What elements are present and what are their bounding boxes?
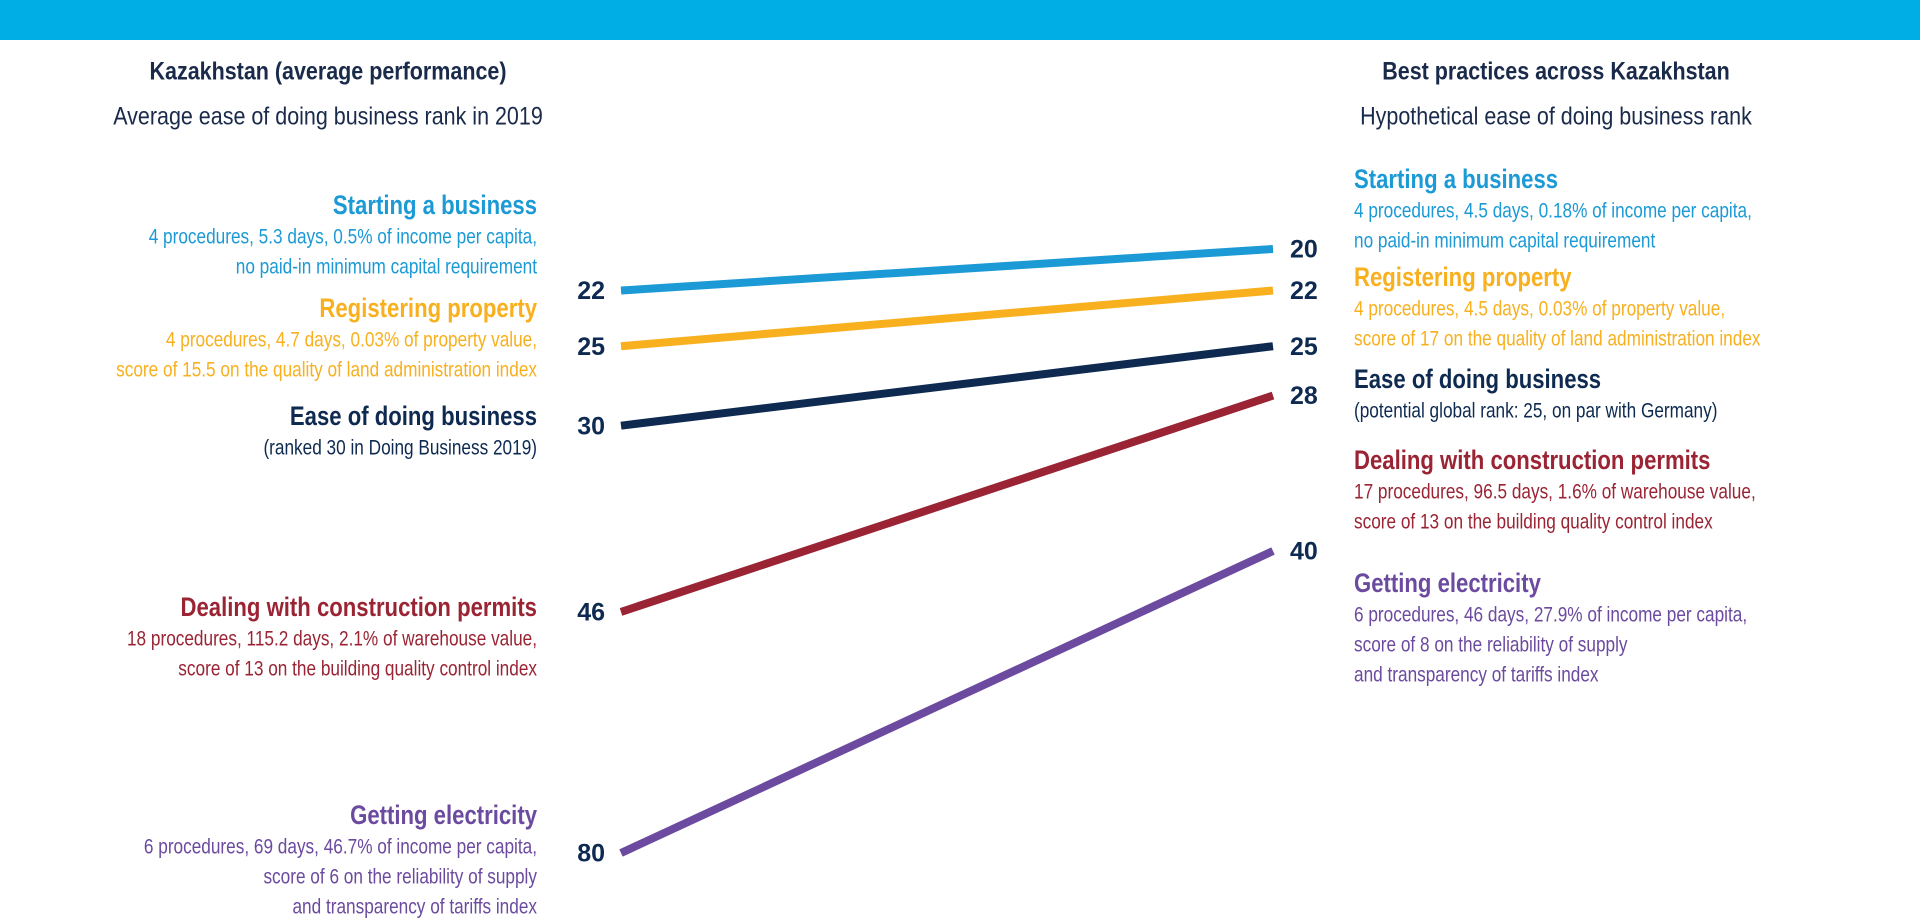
right-label: Getting electricity 6 procedures, 46 days… [1354, 569, 1747, 687]
left-label-line: 18 procedures, 115.2 days, 2.1% of wareh… [127, 628, 537, 651]
right-label: Registering property 4 procedures, 4.5 da… [1354, 263, 1761, 351]
left-rank: 22 [577, 277, 605, 305]
left-label: Starting a business 4 procedures, 5.3 day… [149, 191, 538, 279]
left-label-line: 4 procedures, 5.3 days, 0.5% of income p… [149, 226, 537, 249]
left-rank: 46 [577, 599, 605, 627]
right-label-line: (potential global rank: 25, on par with … [1354, 400, 1717, 423]
right-label-line: no paid-in minimum capital requirement [1354, 230, 1656, 253]
left-header: Kazakhstan (average performance) Average… [113, 57, 543, 130]
slope-line [620, 342, 1274, 430]
left-rank: 80 [577, 840, 605, 868]
right-header-title: Best practices across Kazakhstan [1382, 57, 1729, 85]
right-label-line: and transparency of tariffs index [1354, 664, 1599, 687]
right-header: Best practices across Kazakhstan Hypothe… [1360, 57, 1752, 130]
right-label-title: Registering property [1354, 263, 1572, 293]
left-label-title: Registering property [319, 294, 537, 324]
right-label: Dealing with construction permits 17 proc… [1354, 446, 1756, 534]
left-label-line: and transparency of tariffs index [292, 896, 537, 919]
right-label-title: Dealing with construction permits [1354, 446, 1710, 476]
right-label-line: score of 17 on the quality of land admin… [1354, 328, 1761, 351]
left-label-line: 4 procedures, 4.7 days, 0.03% of propert… [166, 329, 537, 352]
left-rank: 30 [577, 412, 605, 440]
left-label-title: Getting electricity [350, 801, 537, 831]
slope-line [619, 391, 1275, 616]
right-label-title: Ease of doing business [1354, 365, 1601, 395]
left-header-subtitle: Average ease of doing business rank in 2… [113, 102, 543, 130]
right-rank: 28 [1290, 382, 1318, 410]
left-label-title: Starting a business [333, 191, 537, 221]
left-label: Getting electricity 6 procedures, 69 days… [144, 801, 537, 919]
top-banner [0, 0, 1920, 40]
left-label-line: score of 15.5 on the quality of land adm… [116, 359, 537, 382]
right-header-subtitle: Hypothetical ease of doing business rank [1360, 102, 1752, 130]
left-label-line: score of 13 on the building quality cont… [178, 658, 537, 681]
slope-line [619, 547, 1275, 857]
left-label-title: Dealing with construction permits [181, 593, 537, 623]
slope-line [620, 245, 1274, 295]
left-label-line: 6 procedures, 69 days, 46.7% of income p… [144, 836, 537, 859]
left-label-line: score of 6 on the reliability of supply [263, 866, 537, 889]
right-label: Ease of doing business (potential global … [1354, 365, 1717, 423]
left-label-line: no paid-in minimum capital requirement [236, 256, 538, 279]
right-label-line: 4 procedures, 4.5 days, 0.03% of propert… [1354, 298, 1725, 321]
right-label-line: 17 procedures, 96.5 days, 1.6% of wareho… [1354, 481, 1756, 504]
left-label-line: (ranked 30 in Doing Business 2019) [263, 437, 537, 460]
right-label-title: Starting a business [1354, 165, 1558, 195]
right-rank: 22 [1290, 277, 1318, 305]
left-label: Dealing with construction permits 18 proc… [127, 593, 537, 681]
left-header-title: Kazakhstan (average performance) [150, 57, 507, 85]
left-rank: 25 [577, 333, 605, 361]
right-label: Starting a business 4 procedures, 4.5 day… [1354, 165, 1752, 253]
right-rank: 25 [1290, 333, 1318, 361]
right-rank: 20 [1290, 236, 1318, 264]
slope-line [620, 286, 1274, 351]
right-label-line: score of 8 on the reliability of supply [1354, 634, 1628, 657]
right-label-line: 4 procedures, 4.5 days, 0.18% of income … [1354, 200, 1752, 223]
right-label-title: Getting electricity [1354, 569, 1541, 599]
right-label-line: 6 procedures, 46 days, 27.9% of income p… [1354, 604, 1747, 627]
left-label: Registering property 4 procedures, 4.7 da… [116, 294, 537, 382]
right-label-line: score of 13 on the building quality cont… [1354, 511, 1713, 534]
left-label-title: Ease of doing business [290, 402, 537, 432]
right-rank: 40 [1290, 538, 1318, 566]
left-label: Ease of doing business (ranked 30 in Doin… [263, 402, 537, 460]
